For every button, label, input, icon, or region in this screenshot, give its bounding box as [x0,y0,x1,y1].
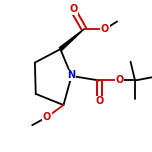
Text: O: O [70,4,78,14]
Polygon shape [59,29,84,50]
Text: O: O [101,24,109,34]
Text: O: O [116,76,124,85]
Text: O: O [95,96,103,106]
Text: O: O [43,112,51,122]
Text: N: N [67,70,76,80]
